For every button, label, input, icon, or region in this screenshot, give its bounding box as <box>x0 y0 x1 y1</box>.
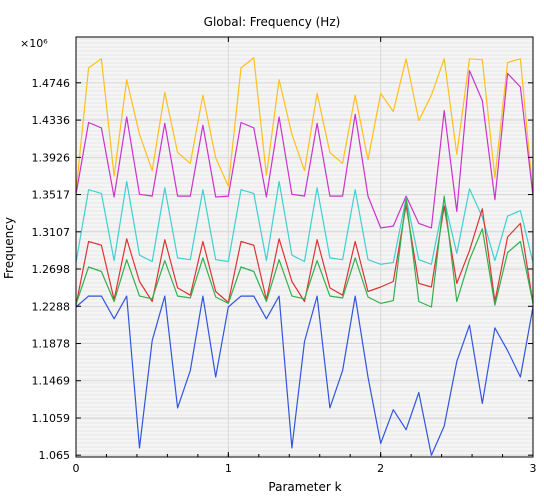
y-tick-label: 1.065 <box>39 449 71 462</box>
y-axis-ticks: 1.065 1.1059 1.1469 1.1878 1.2288 1.2698 1.310… <box>32 77 533 462</box>
series-lines <box>75 57 534 456</box>
x-tick-label: 0 <box>73 462 80 475</box>
series-line-2 <box>75 69 534 229</box>
y-tick-label: 1.1469 <box>32 375 71 388</box>
x-tick-label: 3 <box>530 462 537 475</box>
y-tick-label: 1.4336 <box>32 114 71 127</box>
series-line-3 <box>75 180 534 265</box>
series-line-5 <box>75 195 534 308</box>
x-tick-label: 2 <box>377 462 384 475</box>
y-axis-multiplier: ×10⁶ <box>20 37 48 50</box>
y-tick-label: 1.2698 <box>32 263 71 276</box>
chart-title: Global: Frequency (Hz) <box>204 15 341 29</box>
background-stripes <box>76 38 533 456</box>
plot-frame <box>75 36 534 458</box>
y-tick-label: 1.2288 <box>32 300 71 313</box>
series-line-4 <box>75 204 534 306</box>
y-tick-label: 1.3107 <box>32 226 71 239</box>
x-axis-ticks: 0 1 2 3 <box>73 37 537 475</box>
series-line-6 <box>75 295 534 456</box>
y-axis-title: Frequency <box>2 217 16 279</box>
y-tick-label: 1.1059 <box>32 412 71 425</box>
y-tick-label: 1.3926 <box>32 151 71 164</box>
y-tick-label: 1.3517 <box>32 189 71 202</box>
y-tick-label: 1.4746 <box>32 77 71 90</box>
x-axis-title: Parameter k <box>268 480 341 494</box>
x-tick-label: 1 <box>225 462 232 475</box>
y-tick-label: 1.1878 <box>32 338 71 351</box>
series-line-1 <box>75 57 534 195</box>
